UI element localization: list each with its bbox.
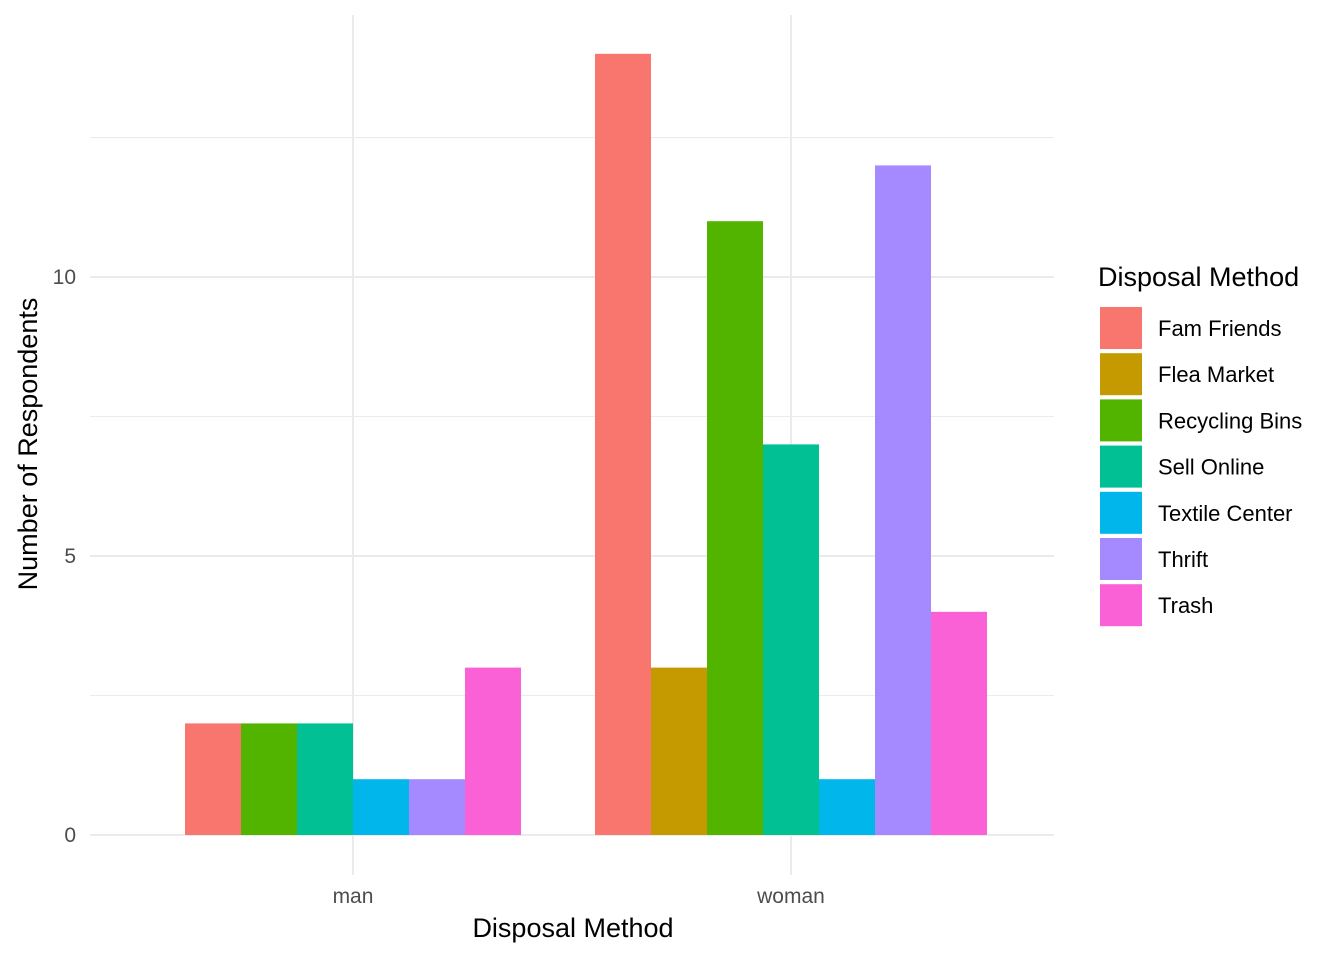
legend-title: Disposal Method	[1098, 262, 1299, 292]
y-tick-label: 5	[64, 545, 76, 568]
legend-label: Flea Market	[1158, 362, 1274, 387]
legend-label: Textile Center	[1158, 501, 1293, 526]
legend-items: Fam Friends Flea Market Recycling Bins Sell…	[1100, 307, 1302, 627]
x-axis-ticks: man woman	[333, 885, 825, 908]
legend-label: Sell Online	[1158, 455, 1264, 480]
bar-woman-sell-online	[763, 444, 819, 835]
bar-woman-thrift	[875, 165, 931, 835]
legend-key	[1100, 538, 1142, 580]
bar-woman-trash	[931, 611, 987, 835]
y-tick-label: 0	[64, 824, 76, 847]
legend-item: Thrift	[1100, 538, 1208, 580]
legend-item: Textile Center	[1100, 491, 1293, 534]
bar-man-recycling-bins	[241, 723, 297, 835]
legend-label: Recycling Bins	[1158, 408, 1302, 433]
legend: Disposal Method Fam Friends Flea Market Re…	[1098, 262, 1302, 627]
legend-label: Trash	[1158, 593, 1213, 618]
bar-man-thrift	[409, 779, 465, 835]
legend-label: Thrift	[1158, 547, 1208, 572]
bar-man-textile-center	[353, 779, 409, 835]
legend-item: Flea Market	[1100, 353, 1274, 396]
legend-label: Fam Friends	[1158, 316, 1281, 341]
legend-key	[1100, 307, 1142, 349]
bar-woman-fam-friends	[595, 53, 651, 836]
x-tick-label: woman	[756, 885, 825, 908]
legend-item: Recycling Bins	[1100, 399, 1302, 442]
legend-item: Trash	[1100, 584, 1213, 627]
bar-woman-flea-market	[651, 667, 707, 835]
legend-item: Sell Online	[1100, 445, 1264, 488]
legend-item: Fam Friends	[1100, 307, 1281, 349]
bar-man-fam-friends	[185, 723, 241, 835]
bar-man-sell-online	[297, 723, 353, 835]
bar-woman-textile-center	[819, 779, 875, 835]
x-tick-label: man	[333, 885, 374, 908]
legend-key	[1100, 491, 1142, 534]
legend-key	[1100, 353, 1142, 396]
y-axis-title: Number of Respondents	[13, 298, 43, 591]
y-axis-ticks: 0 5 10	[53, 266, 76, 847]
y-tick-label: 10	[53, 266, 76, 289]
bar-woman-recycling-bins	[707, 221, 763, 835]
bars	[185, 53, 987, 836]
legend-key	[1100, 445, 1142, 488]
bar-man-trash	[465, 667, 521, 835]
x-axis-title: Disposal Method	[472, 913, 673, 943]
legend-key	[1100, 584, 1142, 627]
legend-key	[1100, 399, 1142, 442]
